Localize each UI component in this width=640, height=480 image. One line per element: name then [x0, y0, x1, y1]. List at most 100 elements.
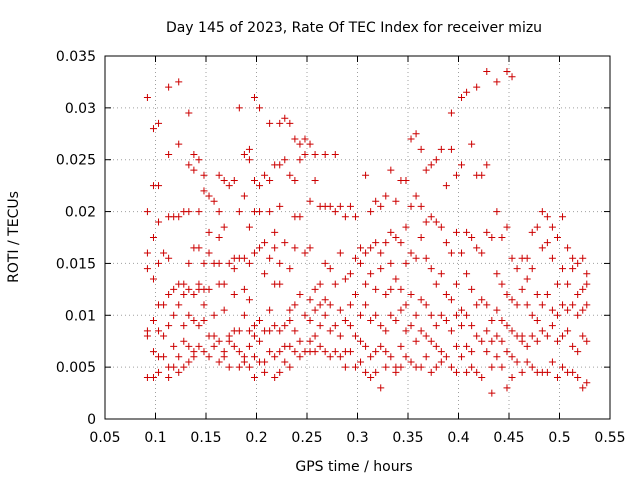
- data-point: [397, 363, 405, 371]
- data-point: [452, 171, 460, 179]
- data-point: [483, 327, 491, 335]
- data-point: [523, 342, 531, 350]
- data-point: [508, 73, 516, 81]
- data-point: [149, 275, 157, 283]
- data-point: [498, 316, 506, 324]
- data-point: [417, 327, 425, 335]
- data-point: [195, 156, 203, 164]
- data-point: [215, 337, 223, 345]
- data-point: [205, 285, 213, 293]
- data-point: [559, 363, 567, 371]
- data-point: [559, 332, 567, 340]
- data-point: [336, 332, 344, 340]
- data-point: [533, 316, 541, 324]
- data-point: [559, 213, 567, 221]
- data-point: [200, 187, 208, 195]
- y-tick-label: 0.015: [56, 256, 96, 272]
- data-point: [468, 363, 476, 371]
- data-point: [271, 244, 279, 252]
- data-point: [143, 208, 151, 216]
- data-point: [377, 322, 385, 330]
- data-point: [271, 353, 279, 361]
- data-point: [336, 306, 344, 314]
- data-point: [346, 322, 354, 330]
- data-point: [266, 176, 274, 184]
- data-point: [271, 374, 279, 382]
- data-point: [200, 301, 208, 309]
- data-point: [160, 353, 168, 361]
- data-point: [190, 291, 198, 299]
- data-point: [382, 327, 390, 335]
- data-point: [200, 259, 208, 267]
- data-point: [452, 311, 460, 319]
- data-point: [346, 348, 354, 356]
- data-point: [574, 311, 582, 319]
- data-point: [422, 332, 430, 340]
- data-point: [190, 353, 198, 361]
- data-point: [175, 78, 183, 86]
- data-point: [503, 348, 511, 356]
- data-point: [422, 218, 430, 226]
- data-point: [321, 311, 329, 319]
- data-point: [149, 348, 157, 356]
- data-point: [508, 353, 516, 361]
- data-point: [240, 285, 248, 293]
- data-point: [432, 156, 440, 164]
- data-point: [579, 306, 587, 314]
- data-point: [291, 327, 299, 335]
- x-axis-label: GPS time / hours: [295, 459, 412, 475]
- data-point: [266, 254, 274, 262]
- data-point: [468, 140, 476, 148]
- data-point: [397, 285, 405, 293]
- data-point: [160, 301, 168, 309]
- data-point: [422, 353, 430, 361]
- data-point: [427, 311, 435, 319]
- data-point: [447, 363, 455, 371]
- data-point: [569, 254, 577, 262]
- data-point: [326, 353, 334, 361]
- y-tick-label: 0.005: [56, 360, 96, 376]
- data-point: [149, 125, 157, 133]
- data-point: [357, 259, 365, 267]
- data-point: [261, 270, 269, 278]
- data-point: [548, 322, 556, 330]
- data-point: [452, 228, 460, 236]
- data-point: [321, 259, 329, 267]
- data-point: [473, 368, 481, 376]
- data-point: [412, 130, 420, 138]
- data-point: [518, 285, 526, 293]
- data-point: [266, 306, 274, 314]
- data-point: [155, 368, 163, 376]
- data-point: [498, 363, 506, 371]
- y-tick-label: 0.01: [65, 308, 96, 324]
- data-point: [245, 296, 253, 304]
- x-tick-label: 0.35: [392, 430, 423, 446]
- data-point: [296, 337, 304, 345]
- data-point: [321, 348, 329, 356]
- data-point: [281, 239, 289, 247]
- x-tick-label: 0.45: [493, 430, 524, 446]
- data-point: [397, 306, 405, 314]
- data-point: [306, 316, 314, 324]
- data-point: [377, 384, 385, 392]
- data-point: [372, 368, 380, 376]
- data-point: [296, 291, 304, 299]
- data-point: [336, 249, 344, 257]
- data-point: [407, 135, 415, 143]
- data-point: [427, 368, 435, 376]
- data-point: [493, 78, 501, 86]
- data-point: [553, 311, 561, 319]
- data-point: [498, 280, 506, 288]
- data-point: [564, 244, 572, 252]
- data-point: [553, 337, 561, 345]
- data-point: [503, 68, 511, 76]
- data-point: [205, 353, 213, 361]
- data-point: [286, 265, 294, 273]
- data-point: [417, 296, 425, 304]
- data-point: [286, 342, 294, 350]
- data-point: [180, 322, 188, 330]
- chart-title: Day 145 of 2023, Rate Of TEC Index for r…: [166, 20, 542, 36]
- data-point: [473, 83, 481, 91]
- data-point: [346, 270, 354, 278]
- data-point: [286, 363, 294, 371]
